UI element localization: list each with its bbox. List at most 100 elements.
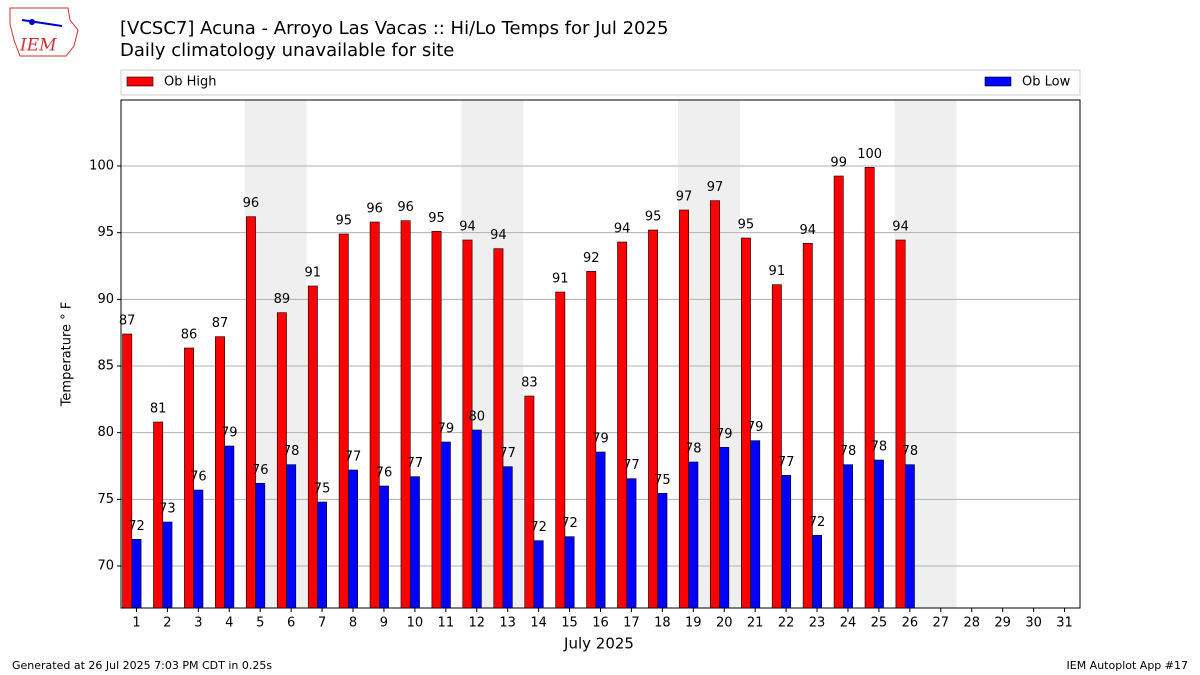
y-axis-label: Temperature ° F: [60, 302, 75, 408]
bar: [440, 441, 451, 609]
y-tick-label: 90: [97, 292, 114, 307]
bar: [379, 485, 389, 609]
x-axis-label: July 2025: [563, 635, 634, 653]
bar: [317, 501, 328, 609]
value-label: 77: [407, 456, 424, 471]
value-label: 96: [397, 200, 414, 215]
value-label: 81: [150, 402, 167, 417]
value-label: 72: [128, 519, 145, 534]
x-tick-label: 17: [623, 616, 640, 631]
value-label: 96: [243, 196, 260, 211]
value-label: 76: [376, 466, 393, 481]
value-label: 96: [366, 202, 383, 217]
value-label: 95: [645, 210, 662, 225]
bar: [122, 333, 133, 609]
bar: [812, 535, 822, 609]
y-tick-label: 80: [97, 425, 114, 440]
value-label: 91: [769, 264, 786, 279]
bar: [493, 248, 504, 609]
value-label: 79: [438, 422, 455, 437]
bar: [781, 475, 792, 609]
value-label: 94: [799, 223, 816, 238]
x-tick-label: 5: [256, 616, 264, 631]
bar: [873, 459, 884, 609]
x-tick-label: 12: [468, 616, 485, 631]
y-tick-label: 95: [97, 225, 114, 240]
x-tick-label: 16: [592, 616, 609, 631]
value-label: 100: [857, 147, 882, 162]
value-label: 94: [892, 220, 909, 235]
value-label: 78: [283, 444, 300, 459]
bar: [864, 167, 875, 609]
bar: [193, 489, 204, 609]
value-label: 75: [314, 482, 331, 497]
legend-label: Ob High: [164, 75, 217, 90]
x-tick-label: 28: [963, 616, 980, 631]
x-tick-label: 4: [225, 616, 233, 631]
x-tick-label: 31: [1056, 616, 1073, 631]
value-label: 72: [530, 520, 547, 535]
value-label: 87: [119, 314, 136, 329]
bar: [657, 493, 668, 609]
bar: [369, 221, 380, 609]
chart-title: [VCSC7] Acuna - Arroyo Las Vacas :: Hi/L…: [120, 18, 668, 39]
footer-left: Generated at 26 Jul 2025 7:03 PM CDT in …: [12, 659, 272, 672]
value-label: 91: [305, 266, 322, 281]
logo-text: IEM: [19, 36, 57, 56]
bar: [255, 483, 266, 609]
x-tick-label: 7: [318, 616, 326, 631]
bar: [338, 233, 349, 609]
value-label: 99: [830, 156, 847, 171]
x-tick-label: 25: [871, 616, 888, 631]
value-label: 73: [159, 502, 176, 517]
value-label: 78: [840, 444, 857, 459]
footer-right: IEM Autoplot App #17: [1067, 659, 1189, 672]
value-label: 92: [583, 251, 600, 266]
x-tick-label: 24: [840, 616, 857, 631]
bar: [245, 216, 256, 609]
bar: [524, 395, 535, 609]
x-tick-label: 2: [163, 616, 171, 631]
value-label: 78: [902, 444, 919, 459]
bar: [843, 464, 853, 609]
bar: [555, 291, 566, 609]
legend-swatch: [126, 76, 154, 87]
value-label: 79: [221, 426, 238, 441]
x-tick-label: 13: [499, 616, 516, 631]
bar: [802, 243, 813, 609]
x-tick-label: 22: [778, 616, 795, 631]
bar: [710, 200, 720, 609]
y-tick-label: 75: [97, 492, 114, 507]
bar: [400, 220, 411, 609]
value-label: 79: [747, 420, 764, 435]
value-label: 78: [685, 442, 702, 457]
bar: [224, 445, 235, 609]
y-tick-label: 85: [97, 359, 114, 374]
value-label: 97: [707, 180, 724, 195]
x-tick-label: 14: [530, 616, 547, 631]
legend-box: [120, 69, 1081, 96]
value-label: 95: [738, 218, 755, 233]
bar: [215, 336, 225, 609]
value-label: 89: [274, 292, 291, 307]
bar: [162, 521, 173, 609]
bar: [626, 478, 637, 609]
chart-subtitle: Daily climatology unavailable for site: [120, 40, 454, 61]
bar: [533, 540, 544, 609]
y-tick-label: 70: [97, 559, 114, 574]
value-label: 80: [468, 410, 485, 425]
y-tick-label: 100: [89, 159, 114, 174]
x-tick-label: 26: [902, 616, 919, 631]
value-label: 77: [499, 446, 516, 461]
x-tick-label: 9: [380, 616, 388, 631]
value-label: 77: [345, 450, 362, 465]
x-tick-label: 3: [194, 616, 202, 631]
value-label: 72: [561, 516, 578, 531]
x-tick-label: 15: [561, 616, 578, 631]
x-tick-label: 19: [685, 616, 702, 631]
x-tick-label: 20: [716, 616, 733, 631]
x-tick-label: 29: [994, 616, 1011, 631]
bar: [276, 312, 287, 609]
value-label: 95: [428, 211, 445, 226]
